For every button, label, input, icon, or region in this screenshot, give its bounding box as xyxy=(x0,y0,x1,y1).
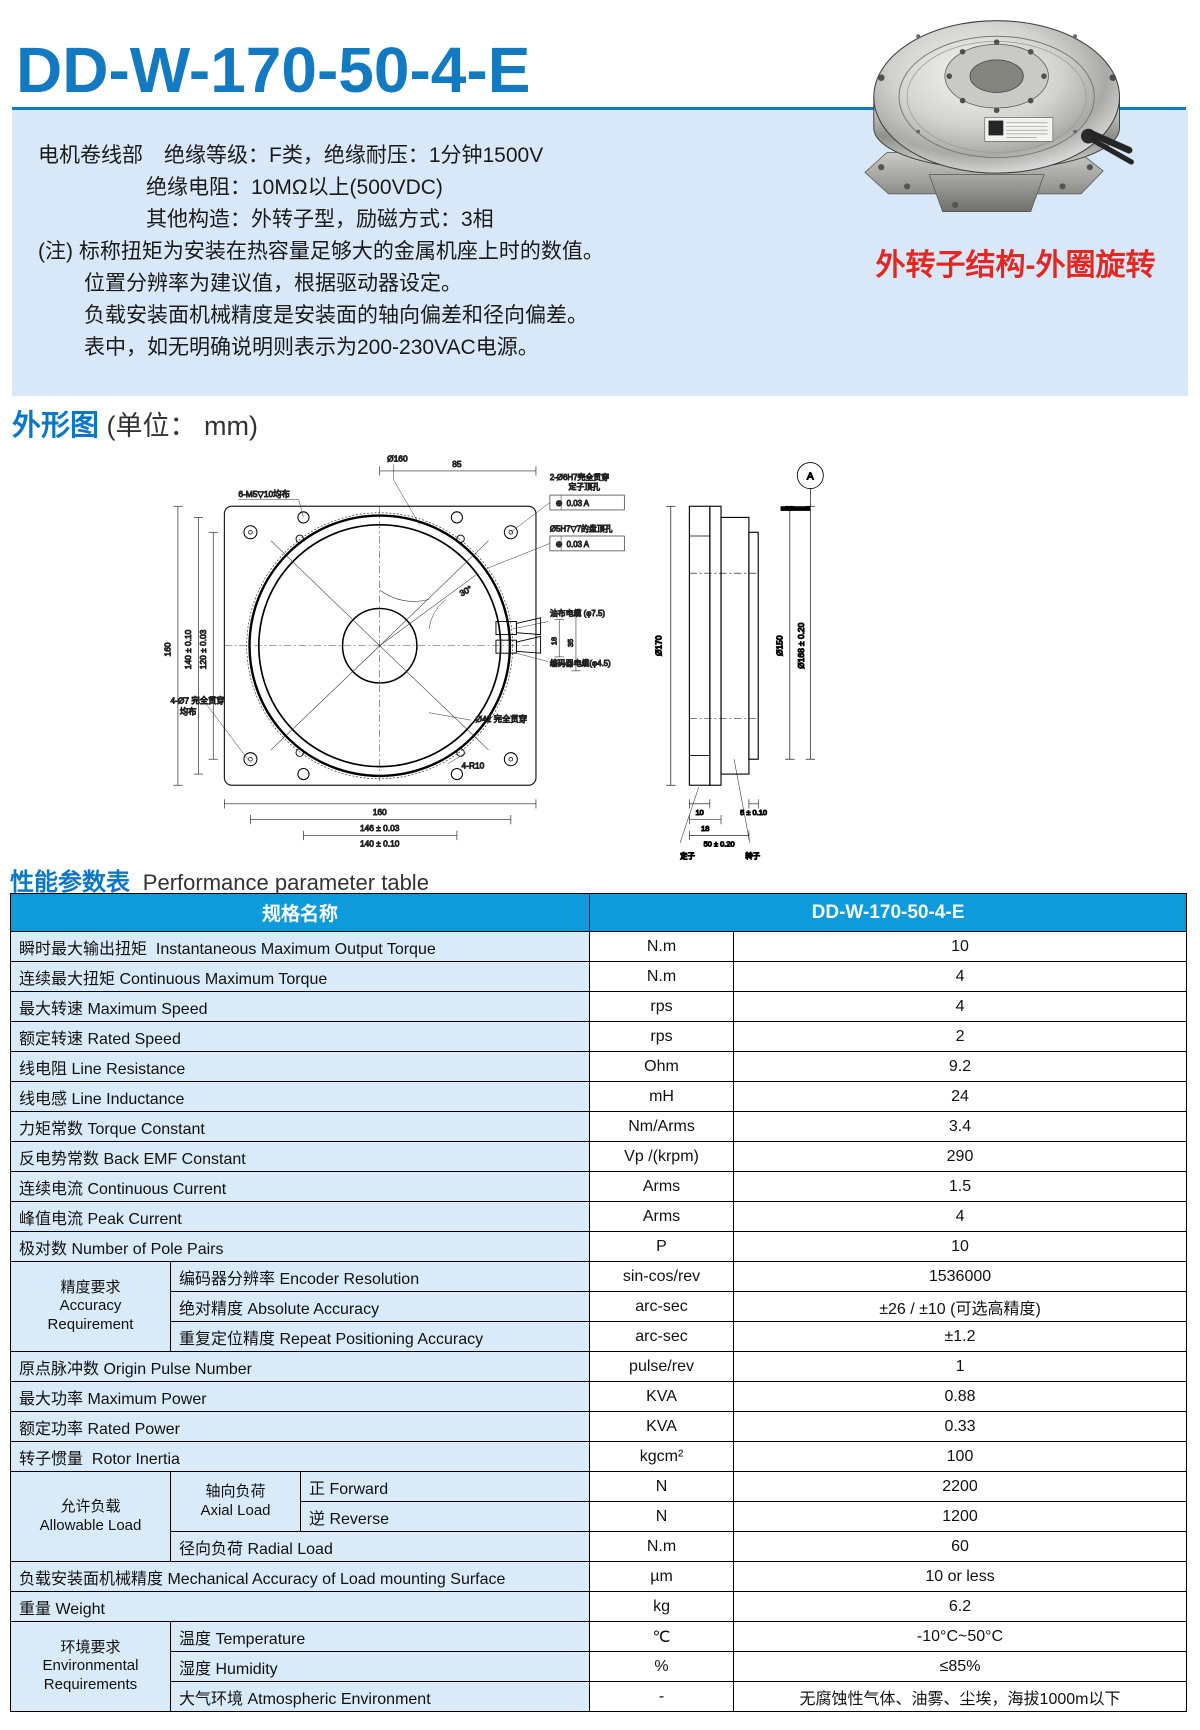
svg-text:140 ± 0.10: 140 ± 0.10 xyxy=(183,629,193,669)
svg-text:18: 18 xyxy=(549,637,558,645)
svg-text:4-Ø7 完全贯穿: 4-Ø7 完全贯穿 xyxy=(170,695,224,705)
svg-text:⊕: ⊕ xyxy=(555,539,562,549)
svg-text:120 ± 0.03: 120 ± 0.03 xyxy=(198,629,208,669)
svg-text:Ø150: Ø150 xyxy=(774,635,784,656)
svg-text:均布: 均布 xyxy=(180,707,197,717)
svg-text:30°: 30° xyxy=(458,583,474,598)
svg-text:160: 160 xyxy=(373,807,387,817)
svg-text:A: A xyxy=(807,471,814,482)
svg-text:定子: 定子 xyxy=(680,851,695,861)
svg-text:编码器电缆(φ4.5): 编码器电缆(φ4.5) xyxy=(550,658,611,668)
svg-text:6-M5▽10均布: 6-M5▽10均布 xyxy=(238,489,290,499)
svg-text:10: 10 xyxy=(695,808,703,817)
svg-text:⊕: ⊕ xyxy=(555,498,562,508)
svg-text:Ø168 ± 0.20: Ø168 ± 0.20 xyxy=(796,622,806,668)
svg-text:146 ± 0.03: 146 ± 0.03 xyxy=(360,823,400,833)
svg-text:定子顶孔: 定子顶孔 xyxy=(569,482,601,492)
svg-text:0.03 A: 0.03 A xyxy=(567,540,590,549)
svg-text:Ø42 完全贯穿: Ø42 完全贯穿 xyxy=(476,714,528,724)
svg-text:140 ± 0.10: 140 ± 0.10 xyxy=(360,839,400,849)
svg-text:Ø5H7▽7的盘顶孔: Ø5H7▽7的盘顶孔 xyxy=(550,523,613,533)
svg-text:85: 85 xyxy=(452,459,462,469)
svg-text:油布电缆 (φ7.5): 油布电缆 (φ7.5) xyxy=(550,608,605,618)
svg-text:18: 18 xyxy=(701,824,709,833)
svg-text:2-Ø6H7完全贯穿: 2-Ø6H7完全贯穿 xyxy=(550,472,609,482)
svg-text:160: 160 xyxy=(162,642,172,656)
svg-text:0.03 A: 0.03 A xyxy=(567,499,590,508)
svg-text:50 ± 0.20: 50 ± 0.20 xyxy=(704,840,735,849)
svg-text:Ø170: Ø170 xyxy=(654,635,664,656)
svg-text:4-R10: 4-R10 xyxy=(462,761,485,771)
svg-text:Ø160: Ø160 xyxy=(387,454,408,464)
svg-text:35: 35 xyxy=(566,639,575,647)
svg-text:转子: 转子 xyxy=(745,851,760,861)
